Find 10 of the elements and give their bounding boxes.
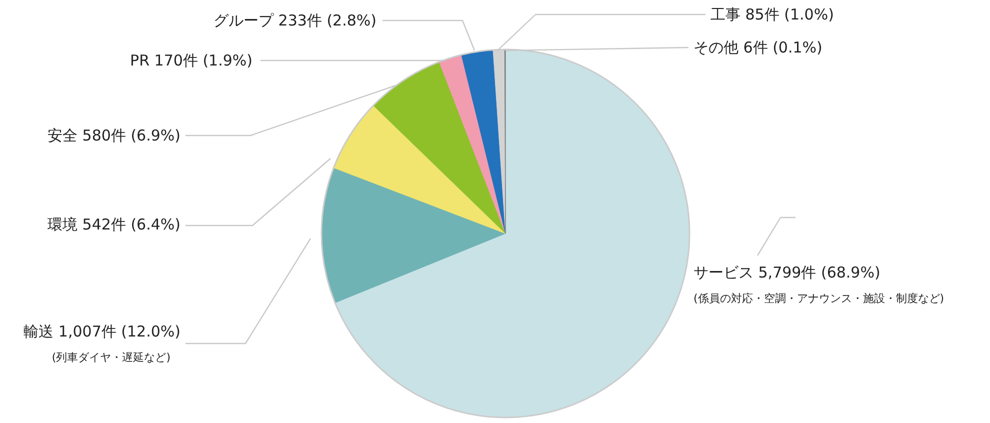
slice-label: サービス 5,799件 (68.9%) bbox=[694, 264, 880, 282]
slice-label: グループ 233件 (2.8%) bbox=[214, 12, 377, 30]
slice-label: PR 170件 (1.9%) bbox=[130, 52, 253, 70]
slice-label: その他 6件 (0.1%) bbox=[694, 38, 822, 56]
slice-label: 安全 580件 (6.9%) bbox=[48, 126, 181, 144]
text: (係員の対応・空調・アナウンス・施設・制度など) bbox=[694, 292, 944, 305]
slice-label: 工事 85件 (1.0%) bbox=[710, 6, 834, 24]
slice-label: 環境 542件 (6.4%) bbox=[48, 216, 181, 234]
slice-label: 輸送 1,007件 (12.0%) bbox=[24, 322, 181, 340]
text: (列車ダイヤ・遅延など) bbox=[52, 351, 171, 364]
